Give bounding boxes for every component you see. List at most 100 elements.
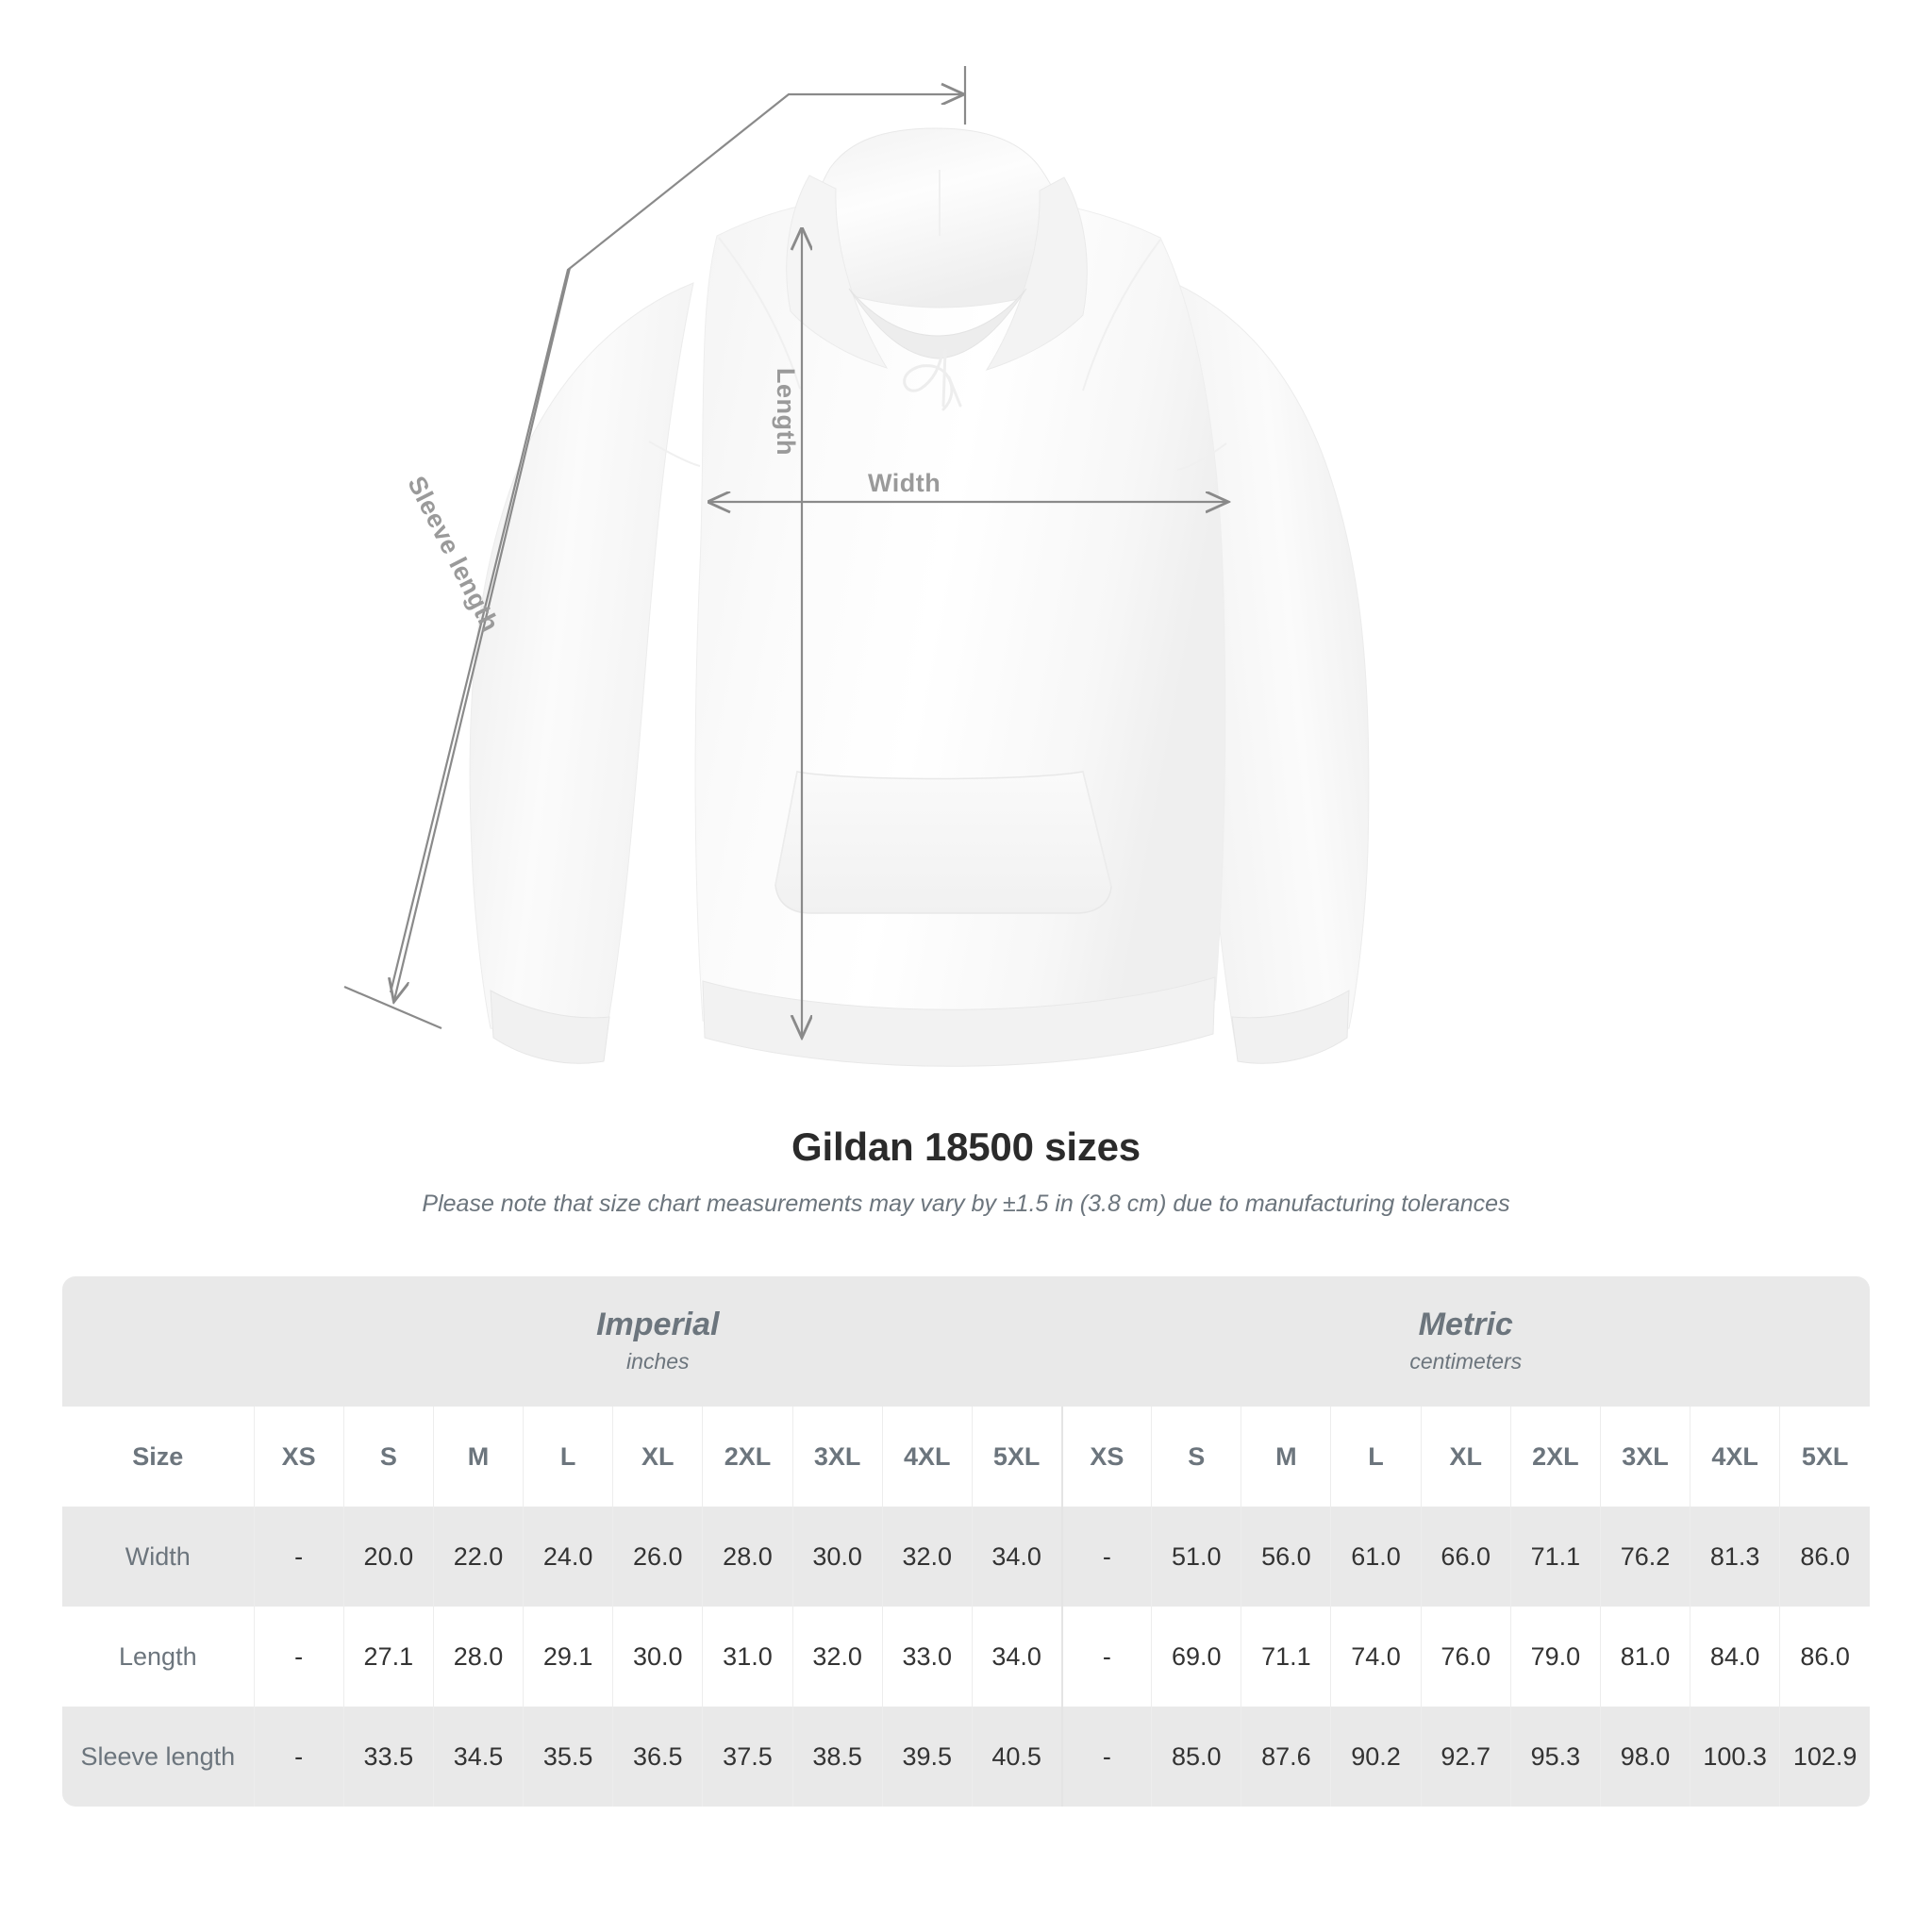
sleeve-bottom-tick [343, 985, 442, 1030]
cell-width-metric-s: 51.0 [1151, 1507, 1242, 1607]
cell-width-metric-5xl: 86.0 [1779, 1507, 1870, 1607]
row-header-sleeve-length: Sleeve length [62, 1707, 255, 1807]
size-chart-table: Imperial inches Metric centimeters Size XS S M… [62, 1276, 1870, 1807]
cell-length-metric-l: 74.0 [1330, 1607, 1422, 1707]
table-row: Length -27.1 28.0 29.1 30.0 31.0 32.0 33.0 34.0-… [62, 1607, 1870, 1707]
cell-length-imperial-3xl: 32.0 [792, 1607, 883, 1707]
size-chart-table-wrapper: Imperial inches Metric centimeters Size XS S M… [62, 1276, 1870, 1807]
size-header-metric-xs: XS [1060, 1407, 1153, 1507]
cell-width-imperial-xl: 26.0 [612, 1507, 704, 1607]
cell-sleeve-length-imperial-m: 34.5 [433, 1707, 525, 1807]
cell-length-imperial-m: 28.0 [433, 1607, 525, 1707]
size-header-imperial-2xl: 2XL [702, 1407, 793, 1507]
cell-length-imperial-4xl: 33.0 [882, 1607, 973, 1707]
size-header-imperial-4xl: 4XL [882, 1407, 973, 1507]
cell-sleeve-length-imperial-2xl: 37.5 [702, 1707, 793, 1807]
hoodie-artwork [469, 127, 1370, 1067]
unit-system-header-imperial: Imperial inches [254, 1276, 1062, 1407]
cell-length-imperial-xs: - [254, 1607, 344, 1707]
cell-length-imperial-l: 29.1 [523, 1607, 614, 1707]
cell-sleeve-length-metric-l: 90.2 [1330, 1707, 1422, 1807]
title-block: Gildan 18500 sizes Please note that size… [0, 1124, 1932, 1218]
size-column-header: Size [62, 1407, 255, 1507]
cell-sleeve-length-metric-5xl: 102.9 [1779, 1707, 1870, 1807]
page-title: Gildan 18500 sizes [791, 1124, 1141, 1169]
sleeve-leader-line [389, 94, 962, 993]
hoodie-illustration-svg [343, 66, 1370, 1067]
cell-sleeve-length-imperial-3xl: 38.5 [792, 1707, 883, 1807]
cell-width-metric-3xl: 76.2 [1600, 1507, 1691, 1607]
cell-length-metric-3xl: 81.0 [1600, 1607, 1691, 1707]
cell-length-imperial-2xl: 31.0 [702, 1607, 793, 1707]
size-header-imperial-s: S [343, 1407, 434, 1507]
cell-length-metric-xl: 76.0 [1421, 1607, 1511, 1707]
cell-width-metric-2xl: 71.1 [1510, 1507, 1601, 1607]
cell-length-metric-s: 69.0 [1151, 1607, 1242, 1707]
cell-sleeve-length-metric-xl: 92.7 [1421, 1707, 1511, 1807]
cell-length-metric-xs: - [1060, 1607, 1153, 1707]
cell-width-metric-l: 61.0 [1330, 1507, 1422, 1607]
measurement-guides [343, 66, 1226, 1036]
cell-sleeve-length-imperial-l: 35.5 [523, 1707, 614, 1807]
size-header-metric-xl: XL [1421, 1407, 1511, 1507]
size-header-metric-m: M [1241, 1407, 1332, 1507]
size-header-imperial-xl: XL [612, 1407, 704, 1507]
cell-sleeve-length-metric-m: 87.6 [1241, 1707, 1332, 1807]
cell-width-metric-m: 56.0 [1241, 1507, 1332, 1607]
size-header-metric-l: L [1330, 1407, 1422, 1507]
cell-sleeve-length-imperial-xs: - [254, 1707, 344, 1807]
size-header-metric-2xl: 2XL [1510, 1407, 1601, 1507]
table-row: Sleeve length -33.5 34.5 35.5 36.5 37.5 38.5 39… [62, 1707, 1870, 1807]
unit-system-header-row: Imperial inches Metric centimeters [62, 1276, 1870, 1407]
cell-sleeve-length-metric-xs: - [1060, 1707, 1153, 1807]
cell-sleeve-length-imperial-4xl: 39.5 [882, 1707, 973, 1807]
cell-sleeve-length-metric-3xl: 98.0 [1600, 1707, 1691, 1807]
cell-width-imperial-3xl: 30.0 [792, 1507, 883, 1607]
cell-width-imperial-m: 22.0 [433, 1507, 525, 1607]
tolerance-note: Please note that size chart measurements… [422, 1191, 1510, 1217]
cell-sleeve-length-imperial-xl: 36.5 [612, 1707, 704, 1807]
unit-system-name: Metric [1418, 1306, 1513, 1342]
cell-width-imperial-xs: - [254, 1507, 344, 1607]
size-header-imperial-xs: XS [254, 1407, 344, 1507]
cell-length-imperial-5xl: 34.0 [972, 1607, 1063, 1707]
size-header-imperial-3xl: 3XL [792, 1407, 883, 1507]
size-header-metric-s: S [1151, 1407, 1242, 1507]
size-header-imperial-5xl: 5XL [972, 1407, 1063, 1507]
unit-system-unit: inches [626, 1349, 690, 1374]
cell-width-imperial-l: 24.0 [523, 1507, 614, 1607]
unit-system-name: Imperial [596, 1306, 720, 1342]
size-header-metric-3xl: 3XL [1600, 1407, 1691, 1507]
size-header-metric-4xl: 4XL [1690, 1407, 1781, 1507]
cell-length-metric-4xl: 84.0 [1690, 1607, 1781, 1707]
size-header-imperial-m: M [433, 1407, 525, 1507]
table-row: Width -20.0 22.0 24.0 26.0 28.0 30.0 32.0 34.0-5… [62, 1507, 1870, 1607]
cell-sleeve-length-imperial-s: 33.5 [343, 1707, 434, 1807]
size-header-imperial-l: L [523, 1407, 614, 1507]
cell-length-imperial-xl: 30.0 [612, 1607, 704, 1707]
unit-system-unit: centimeters [1409, 1349, 1523, 1374]
cell-width-imperial-5xl: 34.0 [972, 1507, 1063, 1607]
cell-sleeve-length-metric-2xl: 95.3 [1510, 1707, 1601, 1807]
row-header-width: Width [62, 1507, 255, 1607]
cell-width-imperial-4xl: 32.0 [882, 1507, 973, 1607]
unit-system-spacer [62, 1276, 255, 1407]
cell-sleeve-length-metric-s: 85.0 [1151, 1707, 1242, 1807]
cell-length-metric-m: 71.1 [1241, 1607, 1332, 1707]
cell-sleeve-length-imperial-5xl: 40.5 [972, 1707, 1063, 1807]
hoodie-diagram: Length Width Sleeve length [343, 66, 1370, 1067]
size-header-row: Size XS S M L XL 2XL 3XL 4XL 5XL XS S M L XL 2XL 3XL 4XL 5… [62, 1407, 1870, 1507]
cell-width-imperial-s: 20.0 [343, 1507, 434, 1607]
cell-length-metric-2xl: 79.0 [1510, 1607, 1601, 1707]
unit-system-header-metric: Metric centimeters [1061, 1276, 1870, 1407]
cell-width-metric-xl: 66.0 [1421, 1507, 1511, 1607]
cell-width-metric-4xl: 81.3 [1690, 1507, 1781, 1607]
cell-sleeve-length-metric-4xl: 100.3 [1690, 1707, 1781, 1807]
cell-length-metric-5xl: 86.0 [1779, 1607, 1870, 1707]
row-header-length: Length [62, 1607, 255, 1707]
sleeve-dimension-line [394, 267, 572, 1000]
cell-width-metric-xs: - [1060, 1507, 1153, 1607]
cell-width-imperial-2xl: 28.0 [702, 1507, 793, 1607]
cell-length-imperial-s: 27.1 [343, 1607, 434, 1707]
size-header-metric-5xl: 5XL [1779, 1407, 1870, 1507]
